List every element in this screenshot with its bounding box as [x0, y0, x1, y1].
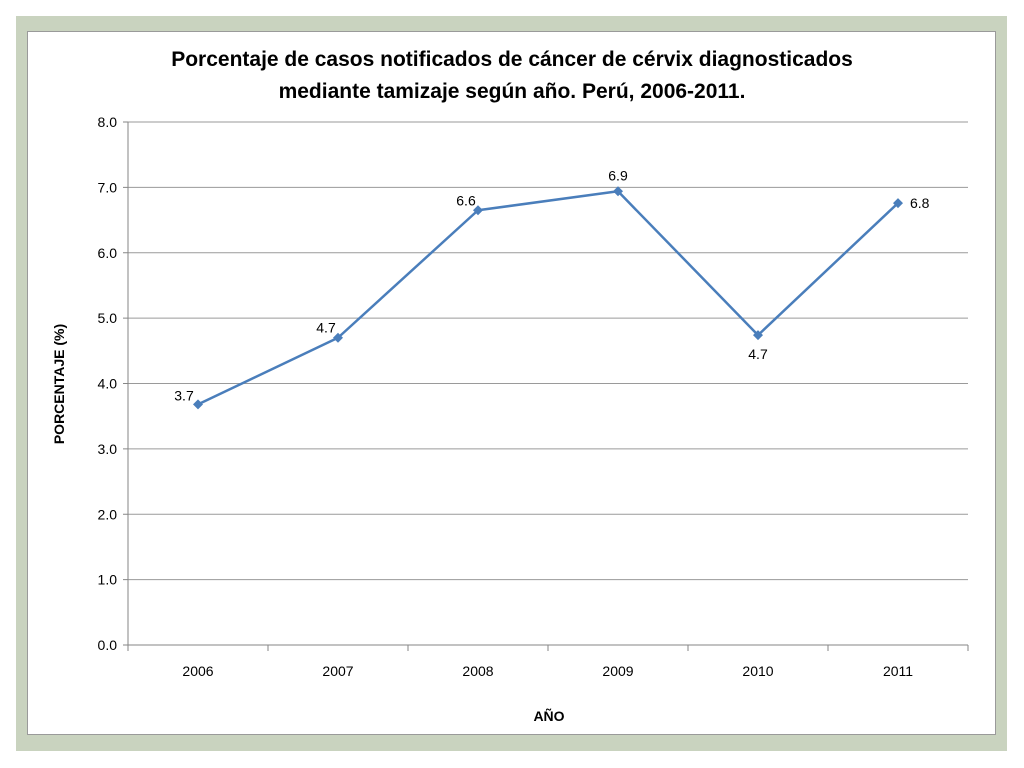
x-tick-label: 2008 — [462, 663, 493, 679]
y-tick-label: 2.0 — [98, 506, 118, 522]
data-point-marker — [893, 198, 903, 209]
data-point-marker — [473, 205, 483, 216]
y-tick-label: 5.0 — [98, 310, 118, 326]
data-point-marker — [613, 186, 623, 197]
x-axis-ticks: 2006 2007 2008 2009 2010 2011 — [127, 645, 969, 679]
gridlines — [127, 121, 968, 646]
x-tick-label: 2009 — [602, 663, 633, 679]
y-tick-label: 0.0 — [98, 637, 118, 653]
y-tick-label: 6.0 — [98, 245, 118, 261]
data-point-marker — [193, 399, 203, 410]
y-tick-label: 4.0 — [98, 376, 118, 392]
data-label: 4.7 — [316, 320, 336, 336]
x-tick-label: 2006 — [182, 663, 213, 679]
y-tick-label: 3.0 — [98, 441, 118, 457]
x-tick-label: 2011 — [883, 663, 913, 679]
y-axis-title: PORCENTAJE (%) — [51, 324, 67, 444]
chart-title-line-1: Porcentaje de casos notificados de cánce… — [171, 48, 853, 71]
data-label: 3.7 — [174, 387, 194, 403]
data-point-marker — [753, 330, 763, 341]
data-point-marker — [333, 332, 343, 343]
x-tick-label: 2010 — [742, 663, 773, 679]
y-tick-label: 8.0 — [98, 114, 118, 130]
data-label: 6.9 — [608, 167, 628, 183]
x-axis-title: AÑO — [533, 707, 564, 724]
data-label: 4.7 — [748, 346, 768, 362]
data-label: 6.6 — [456, 192, 476, 208]
y-axis-ticks: 0.0 1.0 2.0 3.0 4.0 5.0 6.0 7.0 8.0 — [98, 114, 128, 653]
series-line — [197, 190, 899, 406]
data-label: 6.8 — [910, 195, 930, 211]
y-tick-label: 1.0 — [98, 572, 118, 588]
y-tick-label: 7.0 — [98, 179, 118, 195]
series-group: 3.7 4.7 6.6 6.9 4.7 6.8 — [174, 167, 930, 410]
chart-title-line-2: mediante tamizaje según año. Perú, 2006-… — [279, 80, 746, 103]
x-tick-label: 2007 — [322, 663, 353, 679]
